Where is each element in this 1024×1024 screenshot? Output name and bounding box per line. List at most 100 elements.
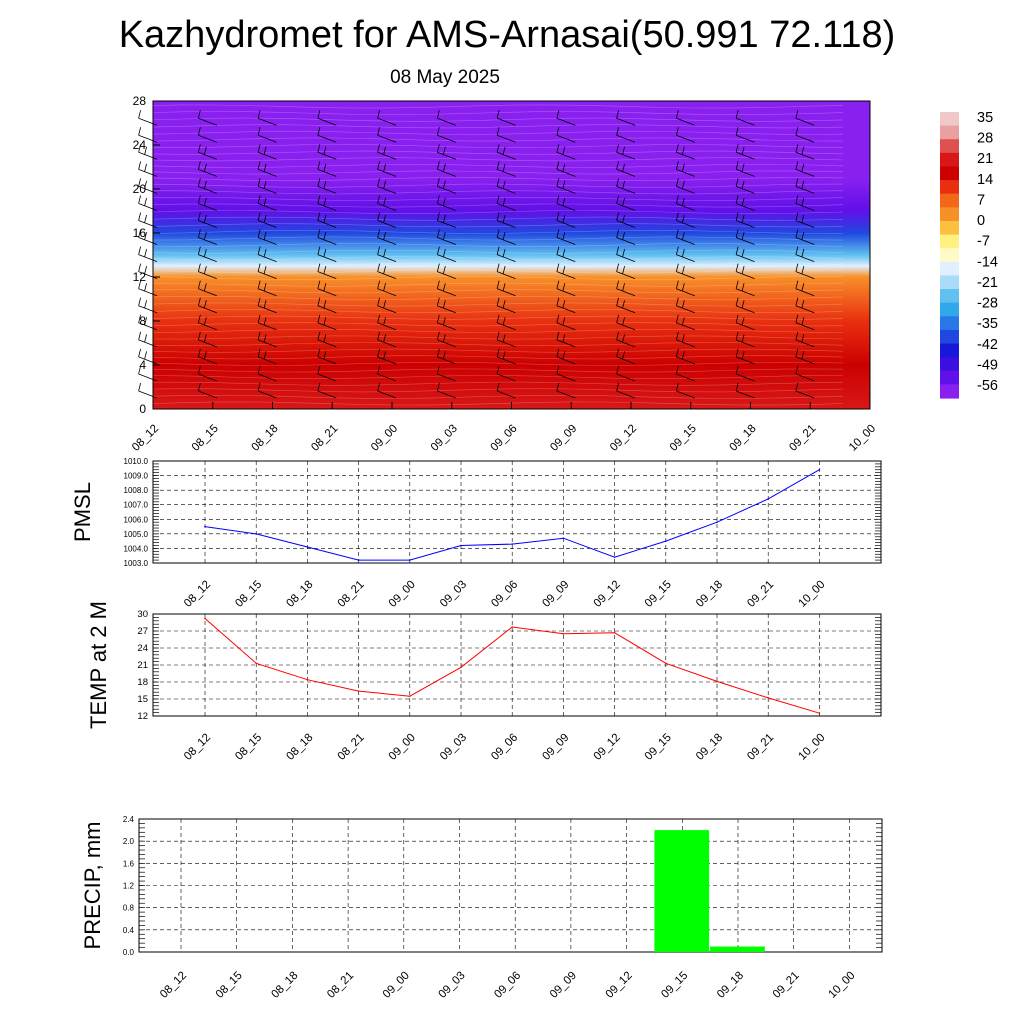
wind-barb	[377, 288, 397, 297]
wind-barb	[198, 237, 217, 245]
y-tick-label: 12	[137, 711, 148, 722]
data-point	[409, 695, 411, 697]
wind-barb-feather	[622, 231, 625, 240]
wind-barb-feather	[801, 146, 805, 155]
x-tick-label: 09_09	[548, 423, 579, 454]
wind-barb-feather	[502, 266, 506, 275]
wind-barb-feather	[203, 317, 207, 326]
wind-barb-feather	[681, 214, 685, 223]
wind-barb-feather	[556, 212, 560, 221]
wind-barb-feather	[197, 161, 201, 170]
wind-barbs	[138, 110, 815, 399]
wind-barb	[616, 117, 636, 126]
colorbar-swatch	[940, 289, 959, 304]
wind-barb	[616, 390, 636, 399]
colorbar-label: -21	[977, 275, 998, 291]
contour-line	[152, 117, 844, 122]
wind-barb	[257, 288, 277, 297]
wind-barb-feather	[263, 146, 267, 155]
wind-barb	[257, 134, 277, 143]
y-tick-label: 1006.0	[124, 515, 149, 524]
data-point	[204, 617, 206, 620]
wind-barb	[138, 151, 158, 160]
wind-barb	[795, 151, 815, 160]
wind-barb-feather	[263, 351, 267, 360]
wind-barb	[317, 134, 337, 143]
wind-barb-feather	[801, 197, 805, 206]
wind-barb-feather	[795, 263, 799, 272]
x-tick-label: 08_18	[250, 423, 281, 454]
wind-barb-feather	[442, 317, 446, 326]
wind-barb-feather	[616, 178, 619, 187]
x-tick-label: 08_18	[284, 732, 315, 763]
colorbar-swatch	[940, 180, 959, 195]
wind-barb	[317, 186, 337, 194]
wind-barb-feather	[197, 280, 201, 289]
x-tick-label: 09_12	[608, 423, 639, 454]
data-point	[767, 697, 769, 699]
x-tick-label: 09_06	[489, 579, 520, 610]
wind-barb	[257, 373, 277, 382]
y-tick-label: 2.0	[123, 837, 135, 846]
y-tick-label: 30	[137, 609, 148, 620]
wind-barb-feather	[741, 146, 745, 155]
y-tick-label: 2.4	[123, 815, 135, 824]
wind-barb-feather	[263, 300, 267, 309]
wind-barb	[735, 237, 755, 245]
wind-barb-feather	[735, 195, 739, 204]
x-tick-label: 09_00	[387, 579, 418, 610]
wind-barb-feather	[616, 297, 619, 306]
wind-barb-feather	[741, 214, 745, 223]
contour-line	[152, 335, 844, 340]
wind-barb-feather	[317, 161, 321, 170]
wind-barb-feather	[795, 195, 799, 204]
wind-barb	[257, 168, 277, 177]
wind-barb-feather	[502, 334, 506, 343]
contour-line	[152, 170, 844, 175]
wind-barb	[138, 373, 158, 382]
temp-2m-panel: 12 15 18 21 24 27 30 08_12 08_15 08_18 08_21 09_00 0…	[86, 601, 882, 763]
wind-barb-feather	[681, 163, 685, 172]
wind-barb	[437, 117, 456, 126]
wind-barb-feather	[263, 249, 267, 257]
wind-barb-feather	[675, 331, 679, 340]
wind-barb	[676, 134, 695, 143]
contour-line	[152, 130, 844, 135]
wind-barb-feather	[735, 331, 739, 340]
y-tick-label: 1.6	[123, 859, 135, 868]
wind-barb-feather	[197, 229, 201, 238]
wind-barb-feather	[138, 212, 141, 221]
vertical-cross-section-panel: 0 4 8 12 16 20 24 28 08_12 08_15 08_18 08_21 09_00 09…	[130, 94, 878, 454]
wind-barb-feather	[257, 110, 261, 119]
y-tick-label: 0.8	[123, 904, 135, 913]
wind-barb-feather	[616, 195, 619, 204]
wind-barb-feather	[556, 365, 560, 375]
colorbar-label: 21	[977, 151, 993, 167]
wind-barb-feather	[562, 249, 566, 257]
wind-barb	[795, 288, 815, 297]
wind-barb	[676, 305, 695, 314]
wind-barb-feather	[616, 229, 619, 238]
y-tick-label: 27	[137, 626, 148, 637]
wind-barb-feather	[741, 231, 745, 240]
contour-line	[152, 276, 844, 281]
wind-barb	[198, 288, 217, 297]
wind-barb-feather	[735, 144, 739, 153]
x-tick-label: 09_12	[592, 732, 623, 763]
wind-barb	[317, 373, 337, 382]
wind-barb-feather	[801, 300, 805, 309]
x-tick-label: 10_00	[847, 423, 878, 454]
data-point	[255, 662, 257, 665]
wind-barb-feather	[795, 127, 799, 136]
wind-barb	[676, 237, 695, 245]
colorbar-label: 28	[977, 131, 993, 147]
wind-barb-feather	[138, 127, 141, 136]
wind-barb	[556, 134, 576, 143]
wind-barb	[735, 305, 755, 314]
wind-barb	[556, 373, 576, 382]
wind-barb-feather	[556, 263, 560, 272]
wind-barb-feather	[675, 382, 679, 392]
data-point	[306, 678, 309, 681]
wind-barb-feather	[138, 331, 141, 340]
y-tick-label: 1.2	[123, 882, 135, 891]
